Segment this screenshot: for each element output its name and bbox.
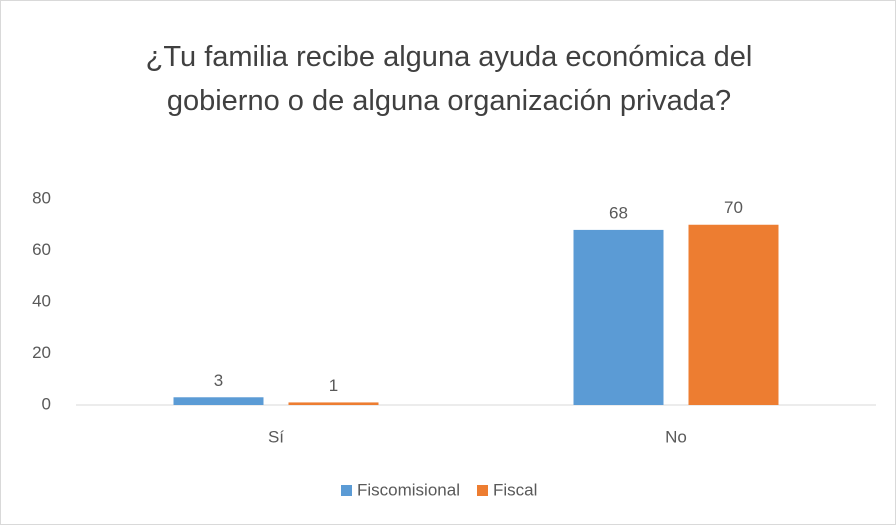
data-label: 70	[724, 198, 743, 217]
y-tick-label: 40	[32, 291, 51, 310]
x-tick-label: Sí	[268, 427, 284, 446]
data-label: 68	[609, 203, 628, 222]
data-label: 1	[329, 376, 338, 395]
bar	[288, 402, 379, 405]
bar	[573, 229, 664, 405]
data-label: 3	[214, 371, 223, 390]
legend-swatch	[341, 485, 352, 496]
chart-title: ¿Tu familia recibe alguna ayuda económic…	[145, 41, 753, 117]
x-tick-label: No	[665, 427, 687, 446]
y-tick-label: 0	[42, 394, 51, 413]
y-tick-label: 20	[32, 343, 51, 362]
bar	[173, 397, 264, 405]
legend-label: Fiscomisional	[357, 480, 460, 499]
y-tick-label: 60	[32, 240, 51, 259]
legend-swatch	[477, 485, 488, 496]
bar	[688, 224, 779, 405]
y-tick-label: 80	[32, 188, 51, 207]
legend-label: Fiscal	[493, 480, 537, 499]
